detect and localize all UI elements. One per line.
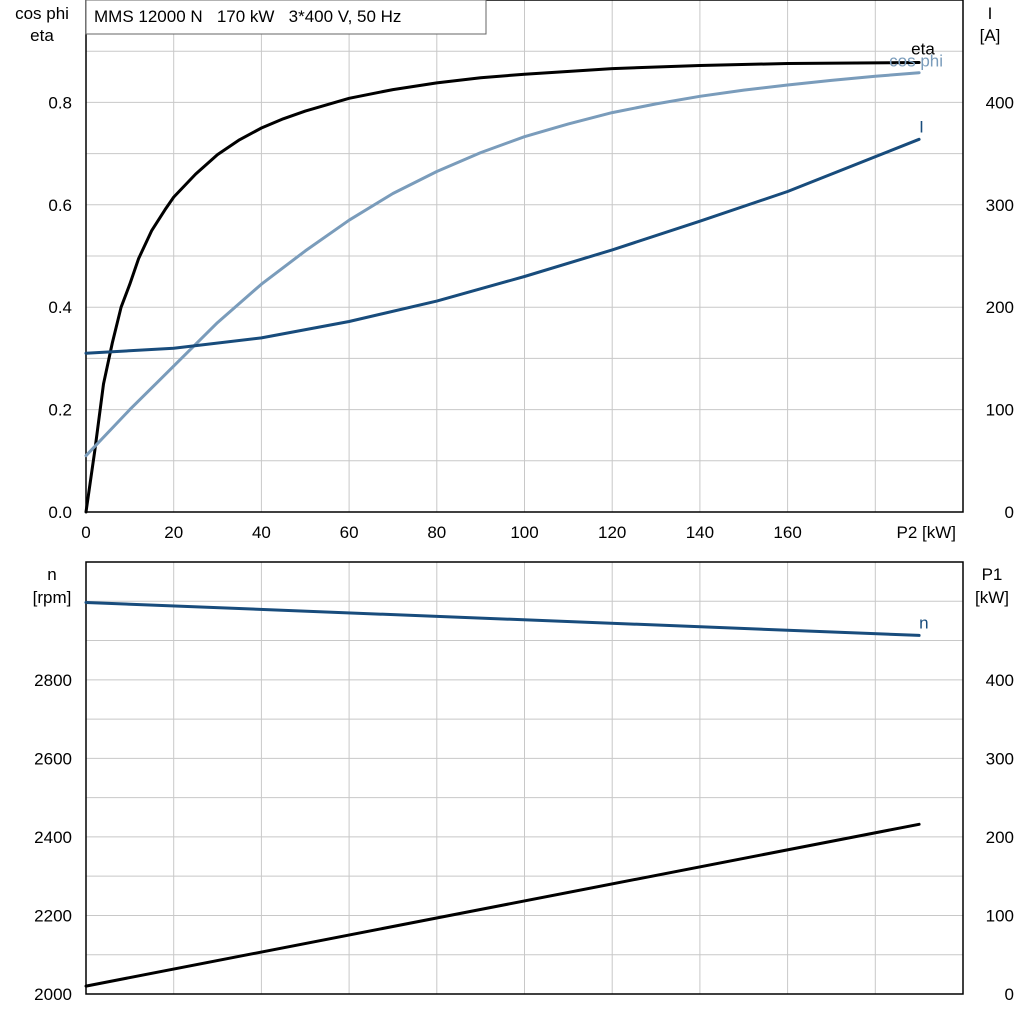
top-left-axis-label-2: eta [30,26,54,45]
y-left-tick-label: 0.8 [48,93,72,112]
y-right-tick-label: 0 [1005,503,1014,522]
y-left-tick-label: 0.0 [48,503,72,522]
series-label-cos-phi: cos phi [889,52,943,71]
y-left-tick-label: 2200 [34,906,72,925]
y-left-tick-label: 2000 [34,985,72,1004]
x-tick-label: 80 [427,523,446,542]
x-tick-label: 160 [773,523,801,542]
y-right-tick-label: 300 [986,749,1014,768]
bottom-chart-frame [85,561,964,995]
bottom-left-axis-label-1: n [47,565,56,584]
top-chart-frame [85,0,964,513]
y-right-tick-label: 100 [986,401,1014,420]
y-left-tick-label: 2800 [34,671,72,690]
y-left-tick-label: 2400 [34,828,72,847]
bottom-right-axis-label-1: P1 [982,565,1003,584]
series-label-n: n [919,613,928,632]
i-series-line [84,137,921,355]
x-tick-label: 140 [686,523,714,542]
bottom-chart-grid [86,562,963,994]
chart-title: MMS 12000 N 170 kW 3*400 V, 50 Hz [94,7,401,26]
top-right-axis-label-2: [A] [980,26,1001,45]
x-tick-label: 40 [252,523,271,542]
tick-labels: 0.00.20.40.60.80100200300400200022002400… [34,93,1014,1004]
title-box-border [85,0,487,35]
title-box: MMS 12000 N 170 kW 3*400 V, 50 Hz [85,0,487,35]
top-left-axis-label-1: cos phi [15,4,69,23]
y-right-tick-label: 200 [986,828,1014,847]
y-right-tick-label: 100 [986,906,1014,925]
x-axis-label: P2 [kW] [896,523,956,542]
top-chart-grid [86,0,963,512]
p1-series-line [84,822,921,988]
y-right-tick-label: 200 [986,298,1014,317]
cos-phi-series-line [84,71,921,458]
y-left-tick-label: 0.6 [48,196,72,215]
series-label-i: I [919,117,924,136]
x-tick-label: 60 [340,523,359,542]
eta-series-line [84,61,921,514]
n-series-line [84,601,921,637]
y-left-tick-label: 0.4 [48,298,72,317]
x-tick-label: 100 [510,523,538,542]
y-left-tick-label: 2600 [34,749,72,768]
bottom-right-axis-label-2: [kW] [975,588,1009,607]
y-right-tick-label: 300 [986,196,1014,215]
bottom-left-axis-label-2: [rpm] [33,588,72,607]
y-left-tick-label: 0.2 [48,401,72,420]
x-tick-label: 120 [598,523,626,542]
series-label-eta: eta [911,39,935,58]
y-right-tick-label: 0 [1005,985,1014,1004]
top-right-axis-label-1: I [988,4,993,23]
x-tick-label: 20 [164,523,183,542]
x-tick-label: 0 [81,523,90,542]
y-right-tick-label: 400 [986,93,1014,112]
y-right-tick-label: 400 [986,671,1014,690]
